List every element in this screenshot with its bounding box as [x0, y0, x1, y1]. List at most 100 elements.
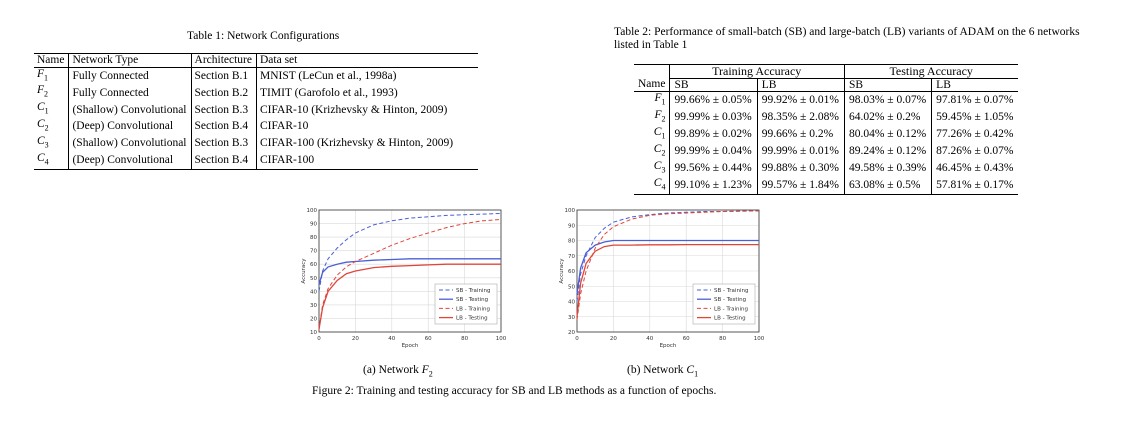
cell: 99.99% ± 0.01%	[756, 142, 845, 160]
network-type: Fully Connected	[68, 67, 192, 85]
table2-caption-line: listed in Table 1	[614, 39, 688, 51]
x-tick-label: 60	[683, 336, 690, 342]
series-line	[318, 258, 501, 285]
cell: 98.35% ± 2.08%	[756, 109, 845, 126]
sub-header: LB	[756, 77, 845, 93]
series-line	[576, 243, 759, 317]
table1-header: Data set	[255, 53, 478, 68]
y-tick-label: 90	[310, 222, 317, 228]
table1-header: Name	[34, 53, 69, 68]
table2-header-row: Name SB LB SB LB	[634, 77, 1019, 93]
y-tick-label: 80	[568, 239, 575, 245]
data-set: CIFAR-10 (Krizhevsky & Hinton, 2009)	[255, 101, 478, 119]
name-header: Name	[634, 78, 670, 93]
architecture: Section B.4	[190, 152, 257, 170]
table-row: C4 (Deep) Convolutional Section B.4 CIFA…	[34, 152, 478, 170]
network-name: F2	[654, 109, 666, 124]
y-axis-label: Accuracy	[559, 258, 565, 284]
y-tick-label: 90	[568, 223, 575, 229]
network-name: C4	[634, 176, 670, 195]
cell: 89.24% ± 0.12%	[843, 142, 932, 160]
legend-label: SB - Training	[456, 288, 490, 294]
network-name: C1	[37, 101, 49, 116]
y-tick-label: 40	[568, 300, 575, 306]
y-tick-label: 60	[568, 269, 575, 275]
table-row: C1 (Shallow) Convolutional Section B.3 C…	[34, 101, 478, 119]
cell: 49.58% ± 0.39%	[843, 159, 932, 177]
x-tick-label: 100	[754, 336, 765, 342]
series-line	[318, 263, 501, 330]
architecture: Section B.3	[190, 135, 257, 153]
table1: Name Network Type Architecture Data set …	[34, 53, 478, 170]
network-name: C1	[653, 125, 666, 141]
cell: 59.45% ± 1.05%	[931, 109, 1019, 126]
table-row: C3 (Shallow) Convolutional Section B.3 C…	[34, 135, 478, 153]
cell: 80.04% ± 0.12%	[843, 125, 932, 143]
sub-header: SB	[843, 77, 932, 93]
y-tick-label: 50	[310, 276, 317, 282]
architecture: Section B.1	[190, 67, 257, 85]
x-tick-label: 20	[352, 336, 359, 342]
cell: 99.57% ± 1.84%	[756, 176, 845, 195]
network-type: (Deep) Convolutional	[68, 152, 192, 170]
cell: 57.81% ± 0.17%	[931, 176, 1019, 195]
series-line	[576, 210, 760, 320]
x-tick-label: 60	[425, 336, 432, 342]
cell: 97.81% ± 0.07%	[931, 91, 1019, 110]
legend-label: LB - Training	[456, 306, 490, 312]
y-tick-label: 20	[310, 316, 317, 322]
plot-frame	[318, 209, 502, 333]
table-row: C2 99.99% ± 0.04% 99.99% ± 0.01% 89.24% …	[634, 142, 1019, 160]
subcaption-b: (b) Network C1	[627, 364, 699, 379]
network-name: C3	[653, 159, 666, 175]
table1-header: Architecture	[190, 53, 257, 68]
cell: 99.92% ± 0.01%	[756, 91, 845, 110]
y-tick-label: 30	[310, 303, 317, 309]
table-row: F2 Fully Connected Section B.2 TIMIT (Ga…	[34, 84, 478, 102]
network-type: (Shallow) Convolutional	[68, 135, 192, 153]
cell: 64.02% ± 0.2%	[843, 109, 932, 126]
data-set: CIFAR-100	[255, 152, 478, 170]
cell: 99.99% ± 0.04%	[669, 142, 758, 160]
cell: 99.66% ± 0.2%	[756, 125, 845, 143]
table-row: C3 99.56% ± 0.44% 99.88% ± 0.30% 49.58% …	[634, 159, 1019, 177]
group-header-training: Training Accuracy	[669, 64, 845, 79]
y-tick-label: 30	[568, 315, 575, 321]
table-row: F2 99.99% ± 0.03% 98.35% ± 2.08% 64.02% …	[634, 109, 1019, 126]
architecture: Section B.2	[190, 84, 257, 102]
cell: 99.66% ± 0.05%	[669, 91, 758, 110]
network-type: Fully Connected	[68, 84, 192, 102]
table2-caption: Table 2: Performance of small-batch (SB)…	[614, 26, 1114, 52]
group-header-testing: Testing Accuracy	[843, 64, 1019, 79]
legend-label: SB - Testing	[456, 297, 488, 303]
data-set: CIFAR-10	[255, 118, 478, 136]
y-tick-label: 60	[310, 262, 317, 268]
subcaption-a: (a) Network F2	[363, 364, 433, 379]
x-tick-label: 40	[646, 336, 653, 342]
table-row: C2 (Deep) Convolutional Section B.4 CIFA…	[34, 118, 478, 136]
y-tick-label: 80	[310, 235, 317, 241]
network-name: C2	[653, 142, 666, 158]
legend-label: LB - Testing	[456, 316, 488, 322]
y-axis-label: Accuracy	[301, 258, 307, 284]
table1-caption: Table 1: Network Configurations	[187, 30, 340, 42]
cell: 99.56% ± 0.44%	[669, 159, 758, 177]
table2-caption-line: Table 2: Performance of small-batch (SB)…	[614, 26, 1080, 38]
x-tick-label: 20	[610, 336, 617, 342]
x-tick-label: 40	[388, 336, 395, 342]
cell: 99.10% ± 1.23%	[669, 176, 758, 195]
sub-header: LB	[931, 77, 1019, 93]
legend-label: LB - Testing	[714, 316, 746, 322]
network-name: C4	[34, 152, 69, 170]
cell: 99.89% ± 0.02%	[669, 125, 758, 143]
data-set: CIFAR-100 (Krizhevsky & Hinton, 2009)	[255, 135, 478, 153]
x-tick-label: 80	[719, 336, 726, 342]
x-tick-label: 0	[575, 336, 579, 342]
data-set: TIMIT (Garofolo et al., 1993)	[255, 84, 478, 102]
x-axis-label: Epoch	[660, 343, 677, 349]
x-tick-label: 0	[317, 336, 321, 342]
y-tick-label: 70	[310, 249, 317, 255]
network-name: F2	[37, 84, 49, 99]
table2-group-row: Training Accuracy Testing Accuracy	[634, 64, 1019, 79]
cell: 87.26% ± 0.07%	[931, 142, 1019, 160]
